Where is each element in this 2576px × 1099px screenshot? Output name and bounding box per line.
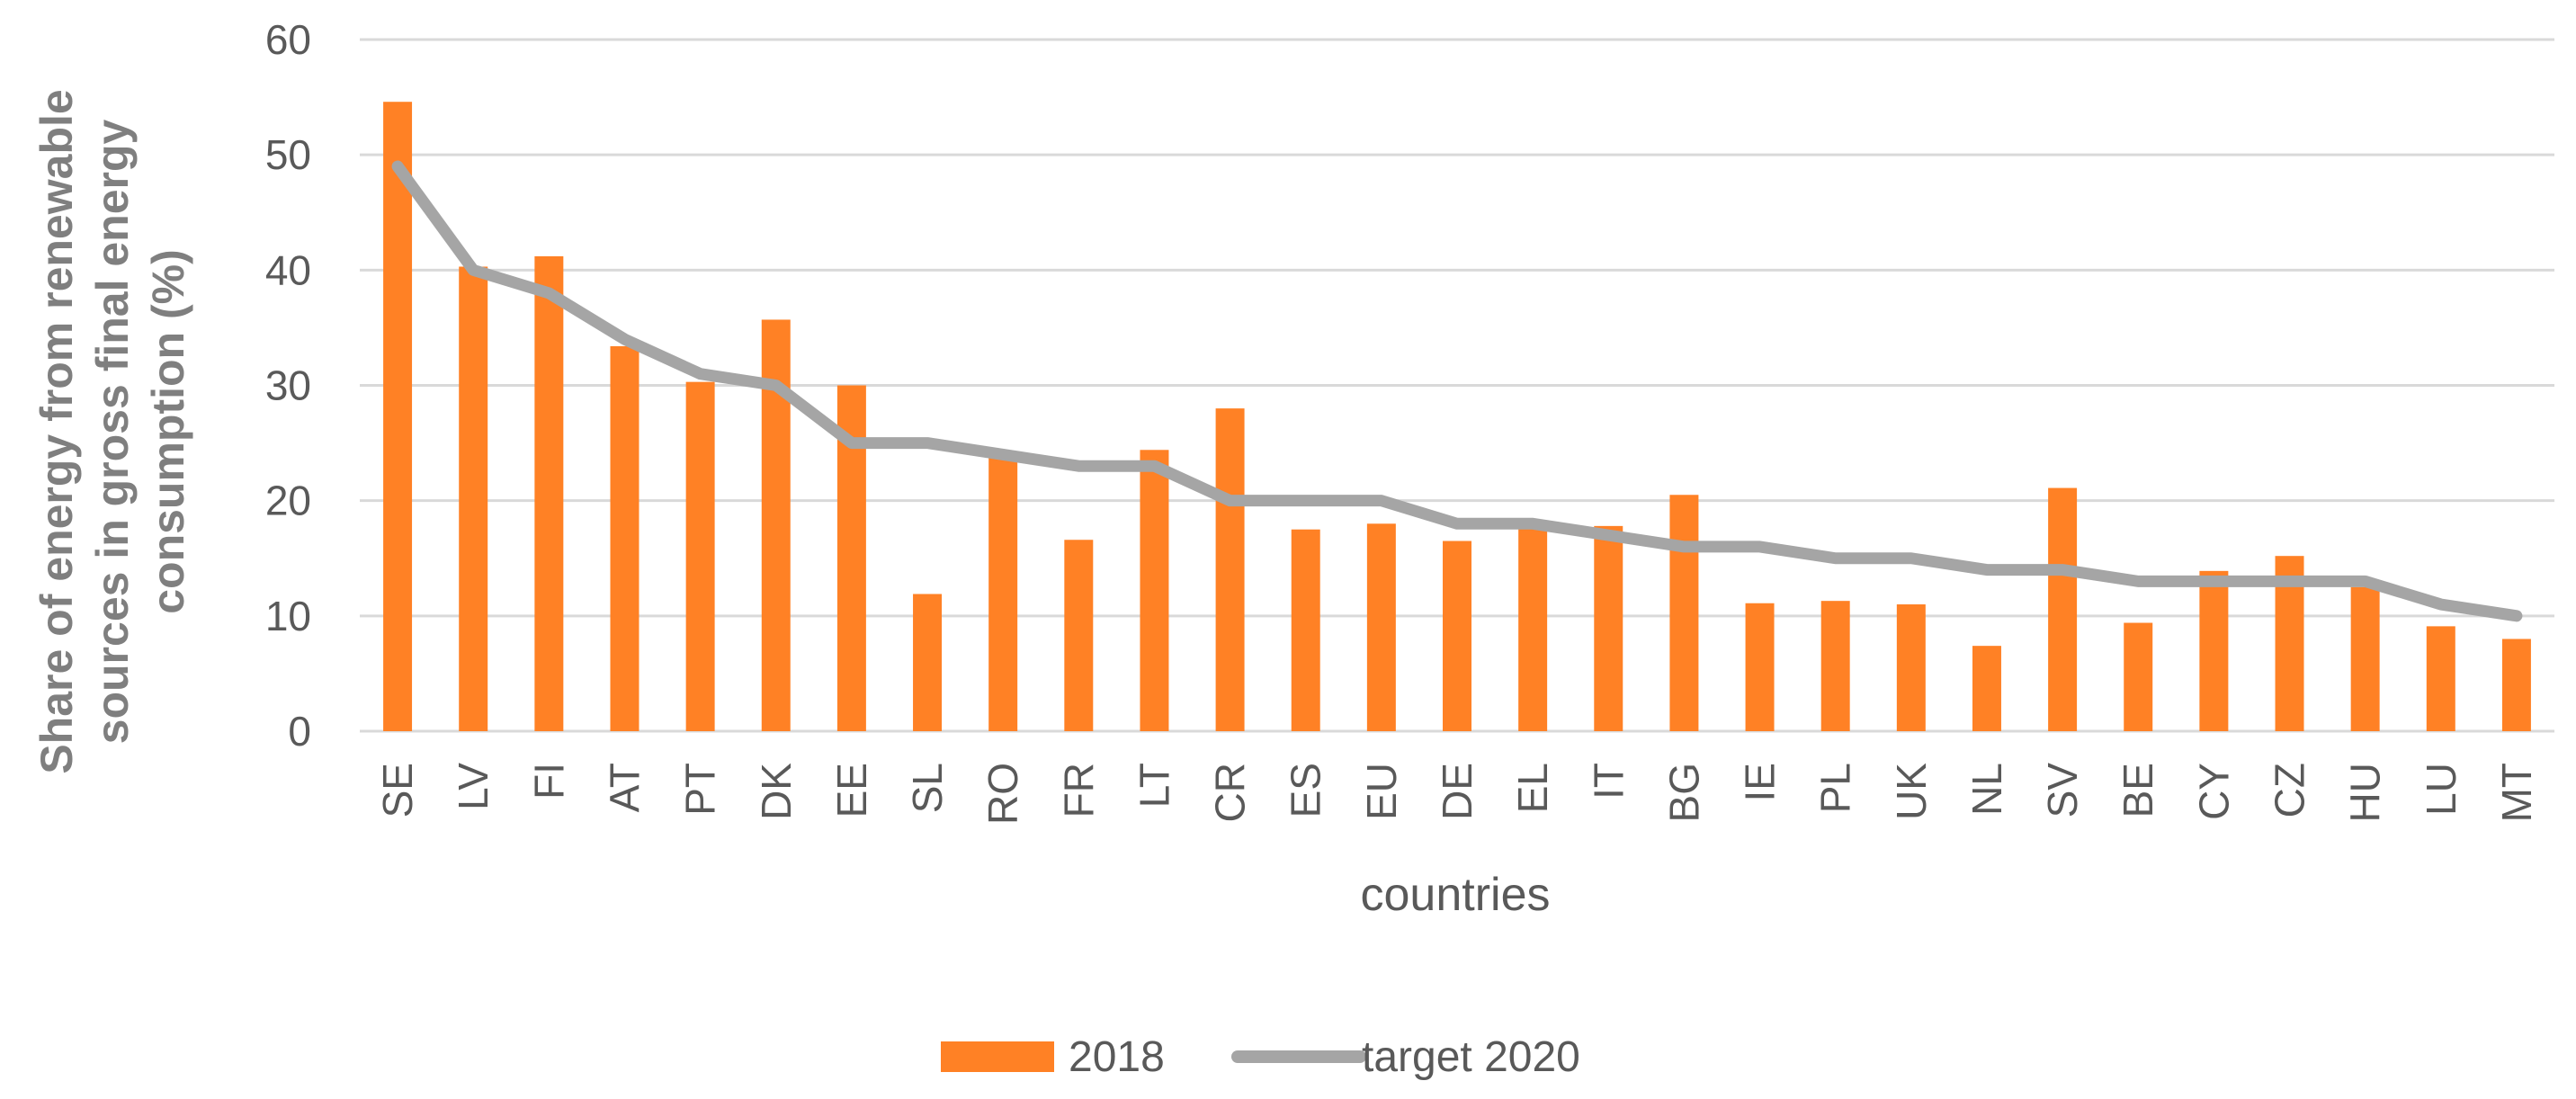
bar-eu [1366,523,1396,731]
x-tick-label-fi: FI [525,763,572,800]
y-axis-ticks: 0 10 20 30 40 50 60 [265,16,311,755]
x-tick-label-pl: PL [1812,763,1859,813]
bar-fr [1064,540,1094,731]
bar-lu [2426,626,2455,731]
y-tick-label: 40 [265,246,311,293]
x-tick-label-lv: LV [450,763,496,810]
x-tick-label-lt: LT [1131,763,1177,808]
y-tick-label: 0 [288,708,311,755]
x-tick-label-fr: FR [1055,763,1102,818]
bar-lv [459,266,488,731]
bar-at [610,345,640,731]
x-tick-label-lu: LU [2418,763,2464,816]
x-tick-label-eu: EU [1358,763,1405,820]
y-axis-title: Share of energy from renewable sources i… [31,89,193,773]
x-tick-label-it: IT [1585,763,1632,800]
x-tick-label-cz: CZ [2267,763,2313,818]
x-tick-label-pt: PT [677,763,724,816]
bar-pl [1820,601,1850,731]
x-tick-label-el: EL [1509,763,1556,813]
x-axis-title: countries [1361,869,1551,921]
bar-se [383,102,413,731]
x-tick-label-se: SE [374,763,421,818]
bar-fi [534,255,564,731]
bar-es [1291,529,1320,731]
x-tick-label-at: AT [601,763,648,812]
y-tick-label: 50 [265,131,311,178]
x-tick-label-cr: CR [1207,763,1254,822]
x-tick-label-ee: EE [828,763,875,818]
y-axis-title-line-3: consumption (%) [143,249,193,614]
legend-label-target-2020: target 2020 [1362,1033,1580,1081]
y-tick-label: 10 [265,593,311,639]
bar-de [1443,541,1471,731]
bar-nl [1972,646,2001,731]
line-target-2020 [391,160,2523,622]
target-2020-line [391,160,2523,622]
bar-cr [1215,408,1245,731]
x-tick-label-ro: RO [979,763,1026,825]
y-tick-label: 60 [265,16,311,63]
x-tick-label-dk: DK [753,763,800,820]
y-tick-label: 30 [265,362,311,409]
bar-ro [988,455,1018,731]
bar-lt [1140,450,1169,731]
bar-mt [2501,639,2531,731]
x-tick-label-mt: MT [2493,763,2540,822]
x-tick-label-cy: CY [2190,763,2237,820]
bar-bg [1669,495,1699,731]
x-axis-ticks: SE LV FI AT PT DK EE SL RO FR LT CR ES EU DE EL IT BG IE PL… [374,763,2540,825]
x-tick-label-es: ES [1283,763,1329,818]
bar-el [1518,523,1548,731]
x-tick-label-de: DE [1434,763,1480,820]
bar-sl [913,594,943,731]
x-tick-label-bg: BG [1660,763,1707,822]
x-tick-label-ie: IE [1737,763,1784,801]
bar-pt [685,381,715,731]
legend-label-2018: 2018 [1069,1033,1165,1081]
bar-be [2124,622,2153,731]
legend-swatch-2018 [941,1041,1054,1072]
y-axis-title-line-2: sources in gross final energy [87,119,138,744]
y-tick-label: 20 [265,478,311,524]
bar-cy [2199,570,2229,731]
x-tick-label-hu: HU [2342,763,2389,822]
bar-uk [1896,604,1926,731]
bar-hu [2350,586,2380,731]
bar-ie [1745,603,1775,731]
legend: 2018 target 2020 [941,1033,1580,1081]
x-tick-label-sv: SV [2039,763,2086,818]
x-tick-label-sl: SL [904,763,951,813]
bars-2018 [383,102,2531,731]
bar-sv [2048,487,2078,731]
gridlines [360,38,2554,733]
bar-it [1594,525,1623,731]
y-axis-title-line-1: Share of energy from renewable [31,89,82,773]
x-tick-label-uk: UK [1888,763,1935,820]
x-tick-label-nl: NL [1963,763,2010,816]
x-tick-label-be: BE [2115,763,2161,818]
